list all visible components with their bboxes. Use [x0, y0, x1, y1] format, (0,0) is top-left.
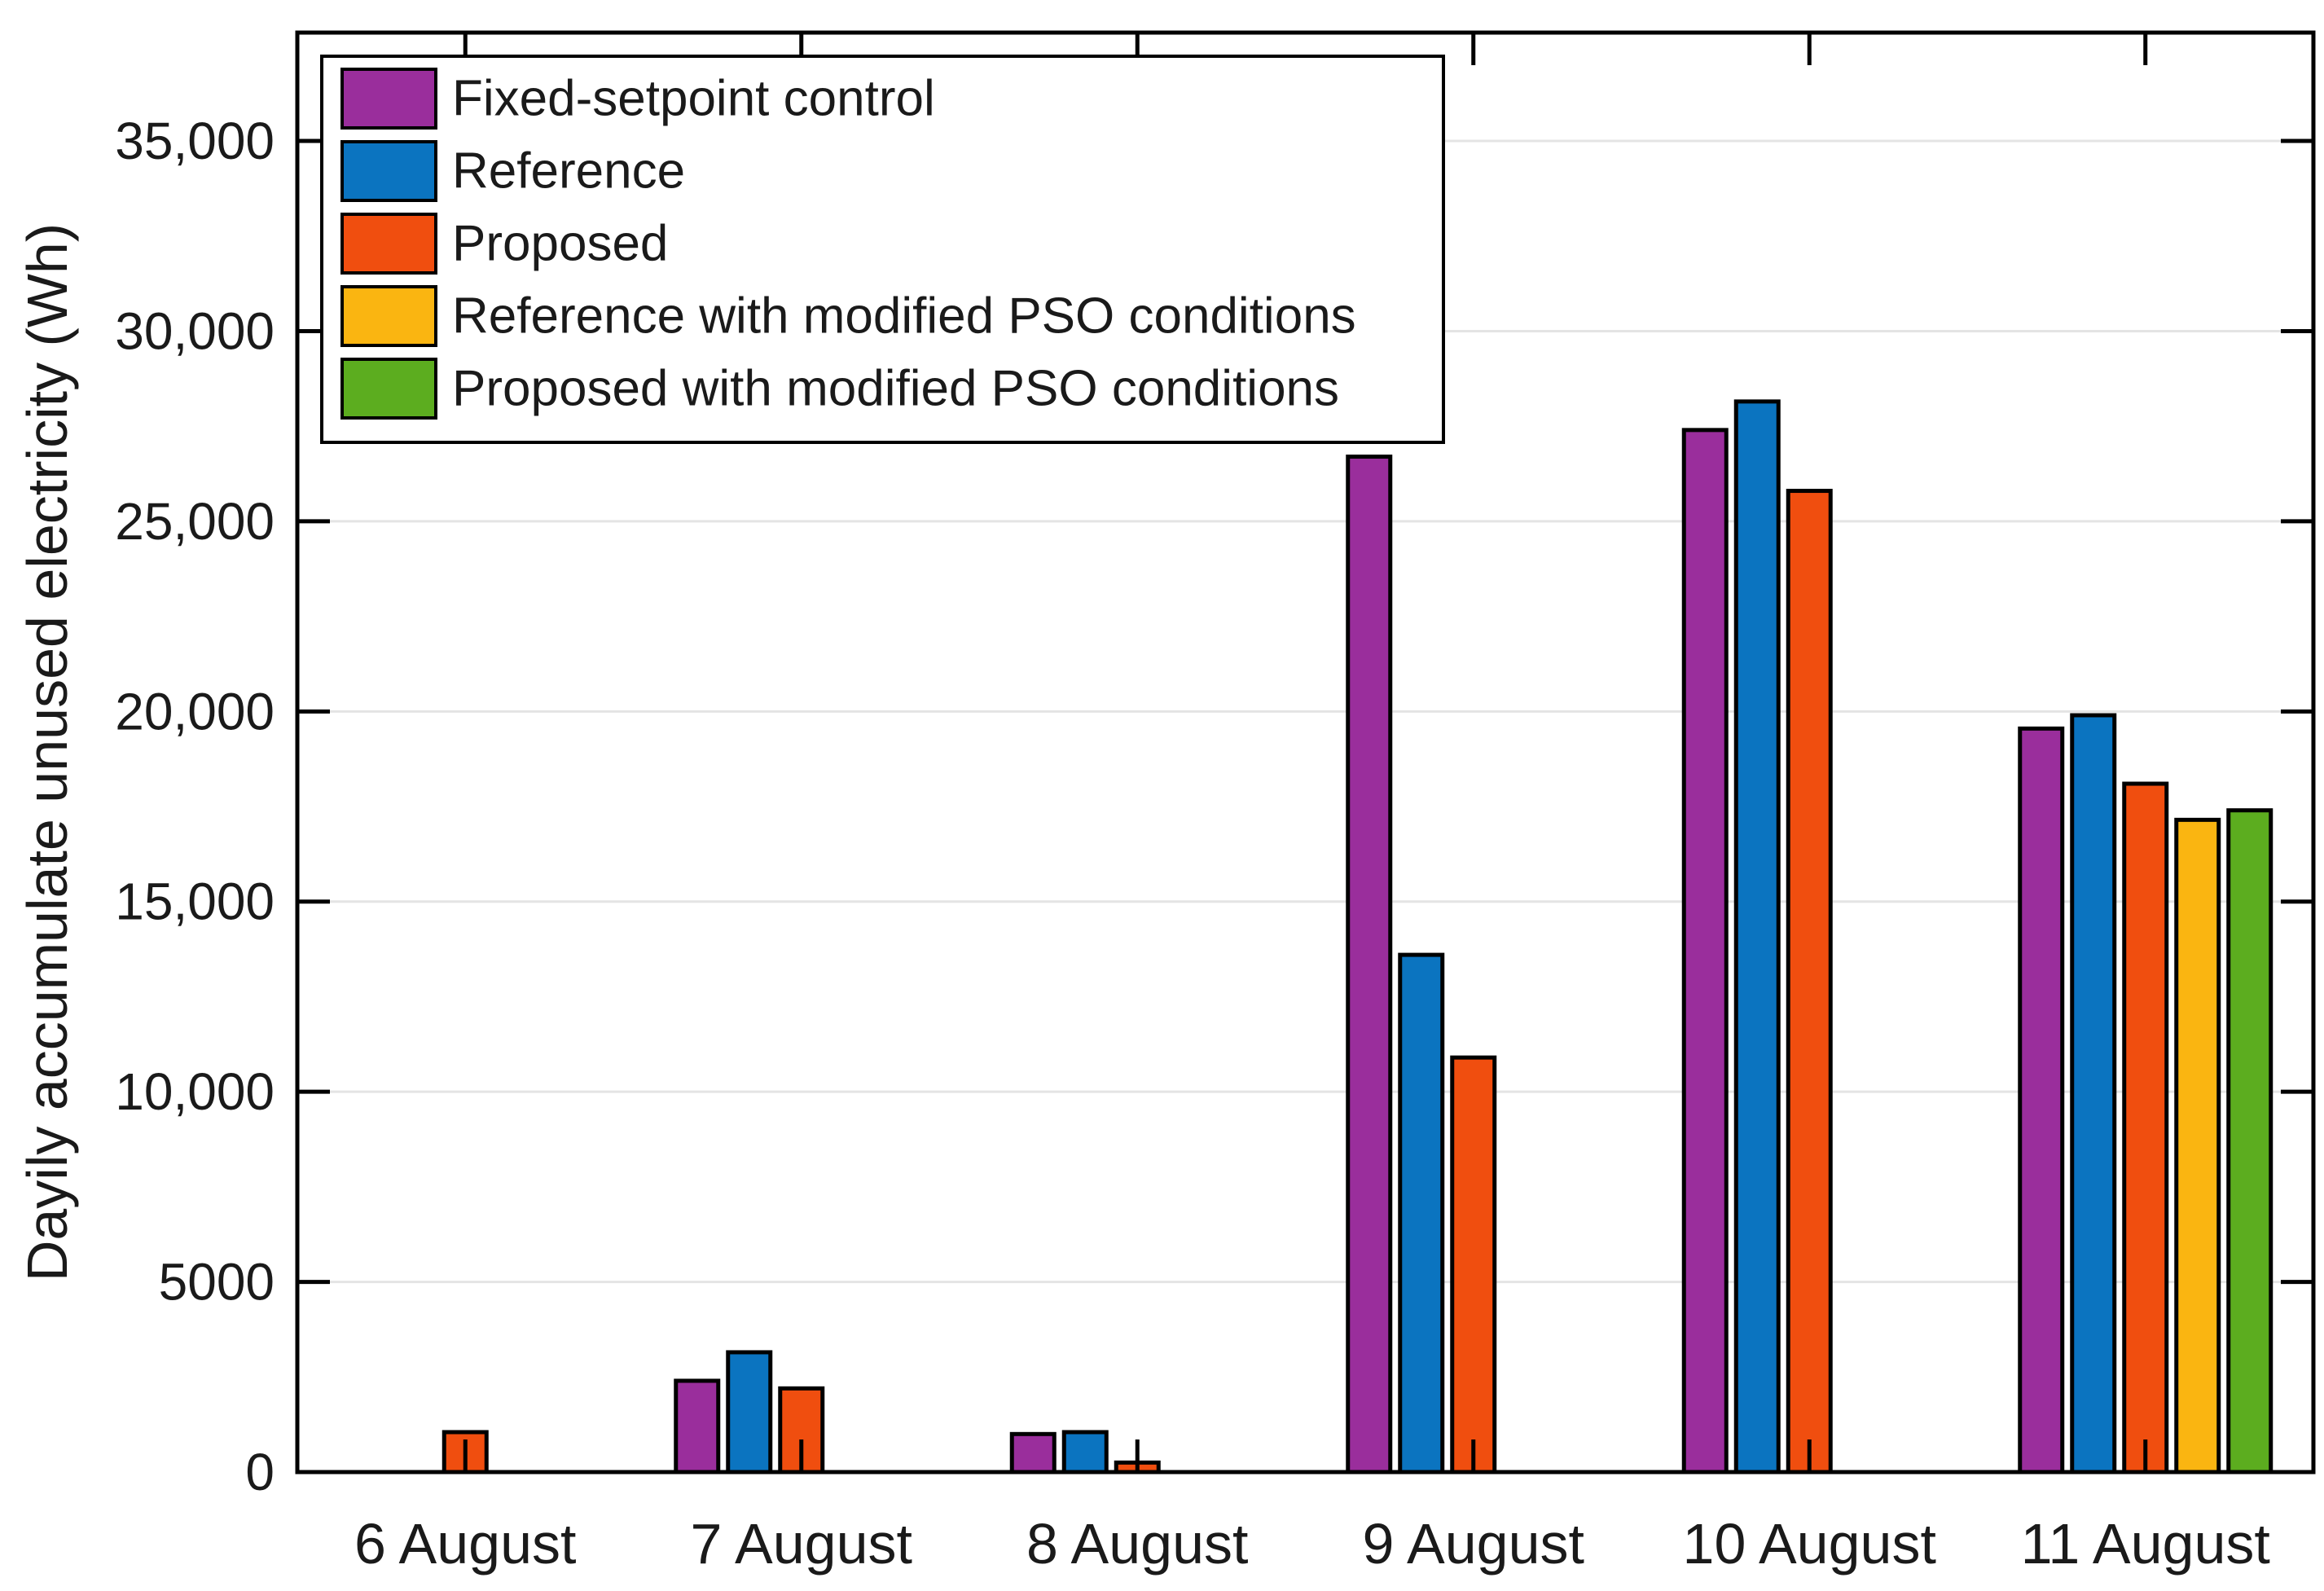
bar-fixed-setpoint-control-9-august: [1346, 455, 1393, 1475]
y-tick-label-10000: 10,000: [115, 1062, 275, 1121]
x-tick-label-11-august: 11 August: [2021, 1512, 2270, 1576]
bar-reference-10-august: [1733, 399, 1781, 1475]
legend-swatch-reference-with-modified-pso-conditions: [340, 285, 437, 347]
bar-proposed-with-modified-pso-conditions-11-august: [2226, 808, 2273, 1475]
legend-swatch-proposed-with-modified-pso-conditions: [340, 358, 437, 420]
bar-reference-7-august: [726, 1350, 773, 1475]
legend-label-fixed-setpoint-control: Fixed-setpoint control: [452, 71, 935, 127]
x-tick-label-9-august: 9 August: [1363, 1512, 1584, 1576]
bar-proposed-11-august: [2122, 781, 2169, 1475]
x-tick-label-6-august: 6 August: [354, 1512, 576, 1576]
bar-fixed-setpoint-control-10-august: [1681, 428, 1729, 1475]
bar-fixed-setpoint-control-7-august: [674, 1378, 721, 1475]
x-tick-label-7-august: 7 August: [691, 1512, 912, 1576]
legend: Fixed-setpoint control Reference Proposed R…: [320, 55, 1445, 444]
legend-label-reference-with-modified-pso-conditions: Reference with modified PSO conditions: [452, 288, 1356, 345]
bar-fixed-setpoint-control-11-august: [2018, 726, 2065, 1475]
legend-swatch-proposed: [340, 213, 437, 275]
legend-box: [320, 55, 1445, 444]
plot-box: [295, 30, 2316, 1475]
y-tick-label-30000: 30,000: [115, 301, 275, 360]
y-axis-title: Dayily accumulate unused electricity (Wh…: [15, 223, 79, 1281]
bar-reference-with-modified-pso-conditions-11-august: [2174, 817, 2221, 1475]
bar-reference-9-august: [1398, 952, 1445, 1475]
bar-proposed-10-august: [1786, 489, 1833, 1475]
x-tick-label-8-august: 8 August: [1026, 1512, 1248, 1576]
legend-swatch-reference: [340, 140, 437, 202]
bar-proposed-9-august: [1450, 1055, 1497, 1475]
x-tick-label-10-august: 10 August: [1683, 1512, 1936, 1576]
legend-label-proposed-with-modified-pso-conditions: Proposed with modified PSO conditions: [452, 361, 1339, 417]
bar-reference-11-august: [2070, 713, 2117, 1475]
legend-swatch-fixed-setpoint-control: [340, 68, 437, 130]
legend-label-reference: Reference: [452, 143, 685, 200]
y-tick-label-5000: 5000: [159, 1253, 275, 1312]
y-tick-label-35000: 35,000: [115, 112, 275, 170]
y-tick-label-25000: 25,000: [115, 492, 275, 551]
y-tick-label-0: 0: [245, 1443, 275, 1501]
bar-reference-8-august: [1061, 1430, 1109, 1475]
y-tick-label-15000: 15,000: [115, 872, 275, 931]
y-tick-label-20000: 20,000: [115, 682, 275, 741]
legend-label-proposed: Proposed: [452, 216, 668, 272]
bar-fixed-setpoint-control-8-august: [1009, 1431, 1057, 1475]
